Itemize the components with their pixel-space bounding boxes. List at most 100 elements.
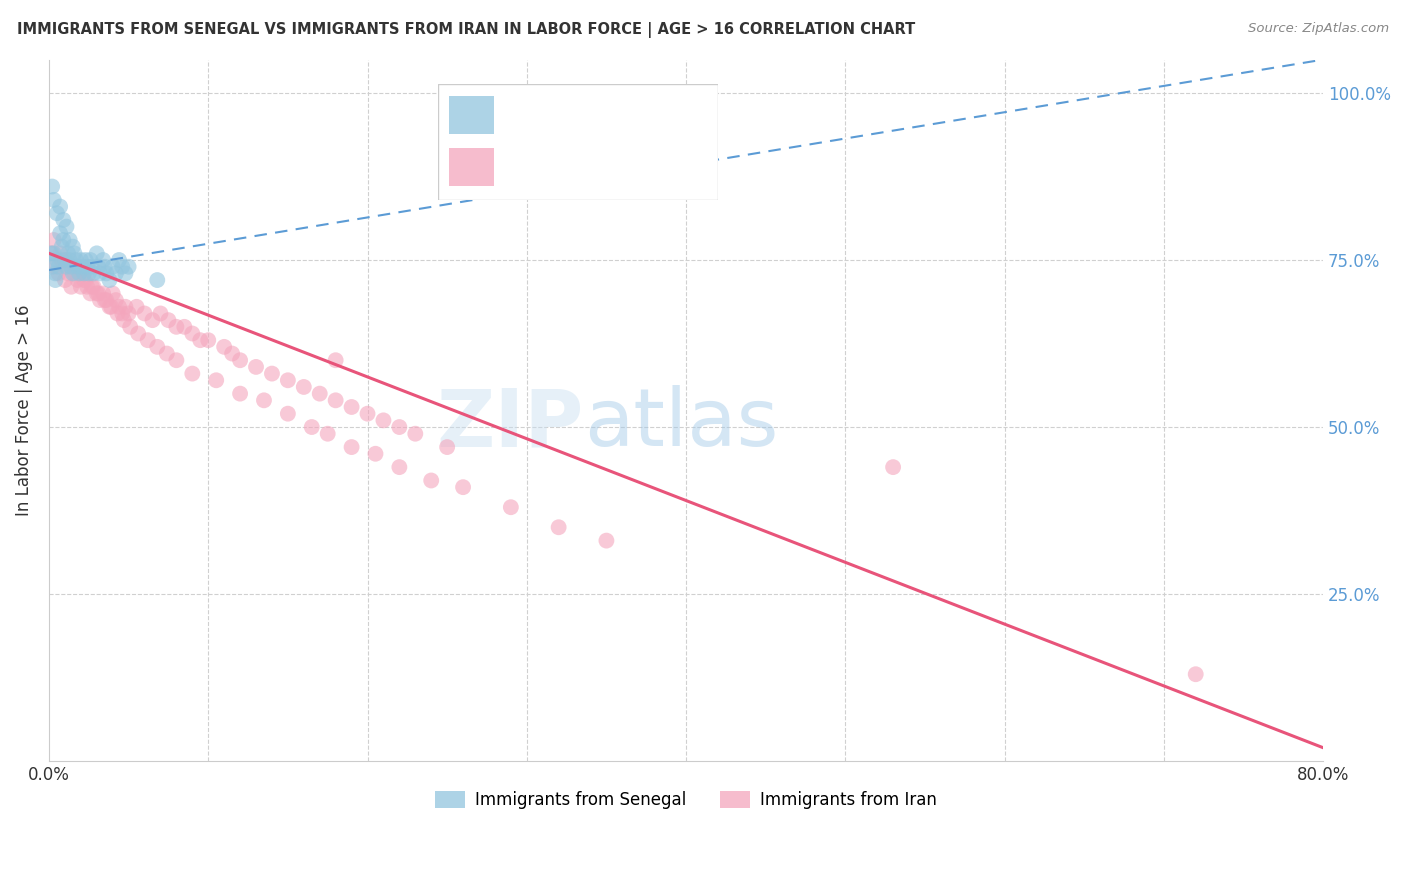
Point — [111, 306, 134, 320]
Point — [134, 306, 156, 320]
Point — [93, 260, 115, 274]
Point — [882, 460, 904, 475]
Point — [62, 240, 84, 254]
Point — [108, 253, 131, 268]
Point — [181, 367, 204, 381]
Point — [101, 260, 124, 274]
Point — [41, 179, 63, 194]
Point — [91, 286, 114, 301]
Point — [76, 260, 98, 274]
Point — [141, 313, 163, 327]
Point — [125, 300, 148, 314]
Point — [86, 246, 108, 260]
Point — [44, 273, 66, 287]
Point — [117, 260, 139, 274]
Point — [89, 293, 111, 307]
Point — [41, 246, 63, 260]
Point — [100, 300, 122, 314]
Point — [157, 313, 180, 327]
Point — [373, 413, 395, 427]
Point — [181, 326, 204, 341]
Point — [229, 353, 252, 368]
Point — [111, 260, 134, 274]
Point — [108, 300, 131, 314]
Point — [69, 279, 91, 293]
Point — [388, 420, 411, 434]
Point — [253, 393, 276, 408]
Text: Source: ZipAtlas.com: Source: ZipAtlas.com — [1249, 22, 1389, 36]
Point — [1184, 667, 1206, 681]
Point — [76, 279, 98, 293]
Point — [83, 279, 105, 293]
Point — [308, 386, 330, 401]
Point — [65, 253, 87, 268]
Point — [205, 373, 228, 387]
Point — [45, 206, 67, 220]
Point — [80, 260, 103, 274]
Point — [44, 260, 66, 274]
Point — [595, 533, 617, 548]
Point — [340, 400, 363, 414]
Point — [114, 300, 136, 314]
Point — [245, 359, 267, 374]
Point — [96, 293, 118, 307]
Point — [72, 260, 94, 274]
Point — [114, 266, 136, 280]
Point — [127, 326, 149, 341]
Point — [59, 253, 82, 268]
Point — [62, 260, 84, 274]
Point — [388, 460, 411, 475]
Point — [98, 300, 121, 314]
Point — [77, 266, 100, 280]
Point — [56, 266, 79, 280]
Point — [69, 253, 91, 268]
Point — [79, 286, 101, 301]
Point — [340, 440, 363, 454]
Point — [45, 253, 67, 268]
Text: ZIP: ZIP — [437, 385, 583, 463]
Point — [67, 266, 90, 280]
Point — [136, 333, 159, 347]
Point — [420, 474, 443, 488]
Point — [42, 233, 65, 247]
Point — [101, 286, 124, 301]
Point — [197, 333, 219, 347]
Point — [316, 426, 339, 441]
Point — [75, 273, 97, 287]
Point — [301, 420, 323, 434]
Point — [188, 333, 211, 347]
Point — [149, 306, 172, 320]
Point — [55, 260, 77, 274]
Point — [173, 319, 195, 334]
Point — [53, 273, 76, 287]
Point — [87, 286, 110, 301]
Point — [52, 213, 75, 227]
Point — [325, 353, 347, 368]
Point — [229, 386, 252, 401]
Point — [44, 266, 66, 280]
Point — [66, 260, 89, 274]
Point — [107, 306, 129, 320]
Point — [62, 266, 84, 280]
Point — [55, 253, 77, 268]
Point — [87, 260, 110, 274]
Point — [52, 233, 75, 247]
Point — [56, 246, 79, 260]
Point — [83, 266, 105, 280]
Point — [42, 193, 65, 207]
Point — [120, 319, 142, 334]
Point — [39, 246, 62, 260]
Text: atlas: atlas — [583, 385, 779, 463]
Point — [80, 279, 103, 293]
Point — [356, 407, 378, 421]
Point — [260, 367, 283, 381]
Point — [112, 313, 135, 327]
Point — [436, 440, 458, 454]
Point — [63, 246, 86, 260]
Point — [292, 380, 315, 394]
Point — [212, 340, 235, 354]
Legend: Immigrants from Senegal, Immigrants from Iran: Immigrants from Senegal, Immigrants from… — [429, 784, 943, 816]
Point — [73, 266, 96, 280]
Point — [49, 227, 72, 241]
Point — [156, 346, 179, 360]
